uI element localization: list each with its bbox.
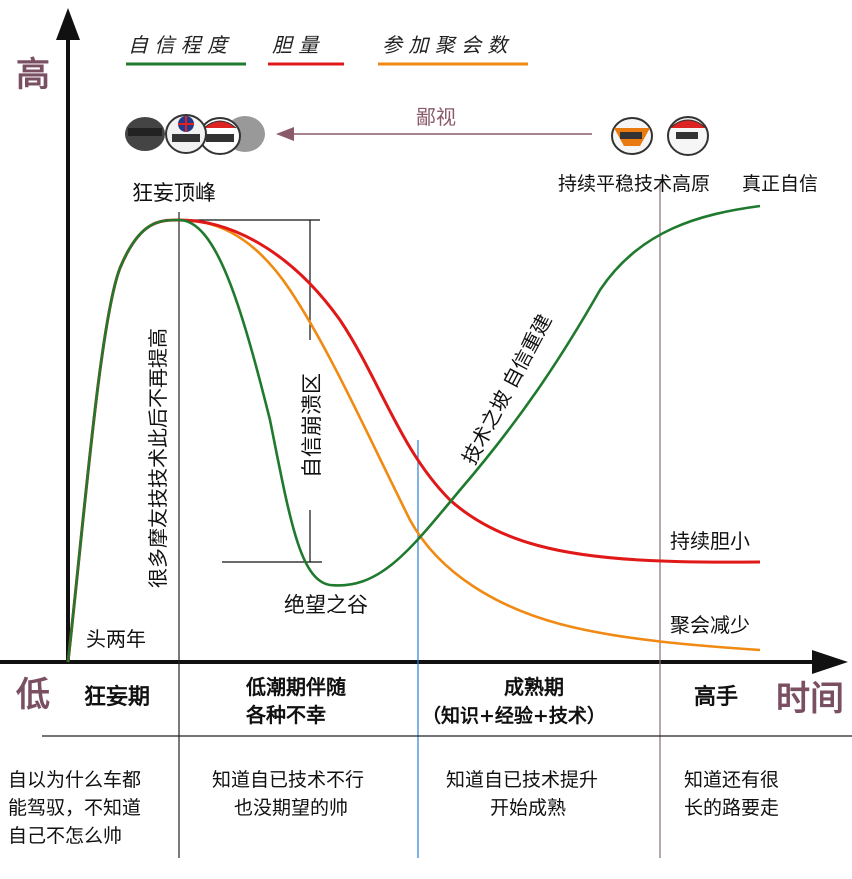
no-improve-label: 很多摩友技技术此后不再提高 xyxy=(146,328,170,588)
confidence-curve xyxy=(66,204,761,663)
desc-3-line2: 开始成熟 xyxy=(490,797,566,819)
x-axis-arrow-icon xyxy=(812,650,848,674)
desc-4-line1: 知道还有很 xyxy=(684,769,779,791)
collapse-zone-label: 自信崩溃区 xyxy=(300,373,324,478)
desc-4-line2: 长的路要走 xyxy=(684,797,779,819)
slope-label: 技术之坡 自信重建 xyxy=(457,310,556,468)
legend-parties-label: 参 加 聚 会 数 xyxy=(382,33,510,57)
courage-curve xyxy=(66,218,761,663)
legend-courage-label: 胆 量 xyxy=(272,33,320,57)
desc-2-line1: 知道自已技术不行 xyxy=(212,769,364,791)
plateau-label: 持续平稳技术高原 xyxy=(558,173,710,195)
contempt-arrow-head-icon xyxy=(276,127,294,141)
helmet-pair-icon xyxy=(611,116,709,156)
axis-time-label: 时间 xyxy=(776,679,844,719)
desc-1-line2: 能驾驭，不知道 xyxy=(8,797,141,819)
phase-1-label: 狂妄期 xyxy=(84,684,150,710)
phase-3-line2: （知识+经验+技术） xyxy=(422,704,606,727)
peak-label: 狂妄顶峰 xyxy=(132,181,216,205)
fewer-parties-label: 聚会减少 xyxy=(670,613,750,637)
y-axis-arrow-icon xyxy=(56,8,80,40)
phase-4-label: 高手 xyxy=(694,684,738,710)
true-confidence-label: 真正自信 xyxy=(742,173,818,195)
axis-low-label: 低 xyxy=(16,675,50,715)
timid-label: 持续胆小 xyxy=(670,529,750,553)
desc-2-line2: 也没期望的帅 xyxy=(234,797,348,819)
desc-1-line1: 自以为什么车都 xyxy=(8,769,141,791)
phase-3-line1: 成熟期 xyxy=(504,675,564,699)
despair-valley-label: 绝望之谷 xyxy=(284,593,368,617)
desc-1-line3: 自己不怎么帅 xyxy=(8,825,122,847)
parties-curve xyxy=(66,218,761,663)
desc-3-line1: 知道自已技术提升 xyxy=(446,769,598,791)
phase-2-line1: 低潮期伴随 xyxy=(245,675,346,699)
axis-high-label: 高 xyxy=(16,55,50,95)
phase-2-line2: 各种不幸 xyxy=(245,703,326,727)
legend-confidence-label: 自 信 程 度 xyxy=(128,33,230,57)
helmet-group-icon xyxy=(125,114,265,155)
contempt-label: 鄙视 xyxy=(416,105,456,129)
first-two-years-label: 头两年 xyxy=(86,627,146,651)
